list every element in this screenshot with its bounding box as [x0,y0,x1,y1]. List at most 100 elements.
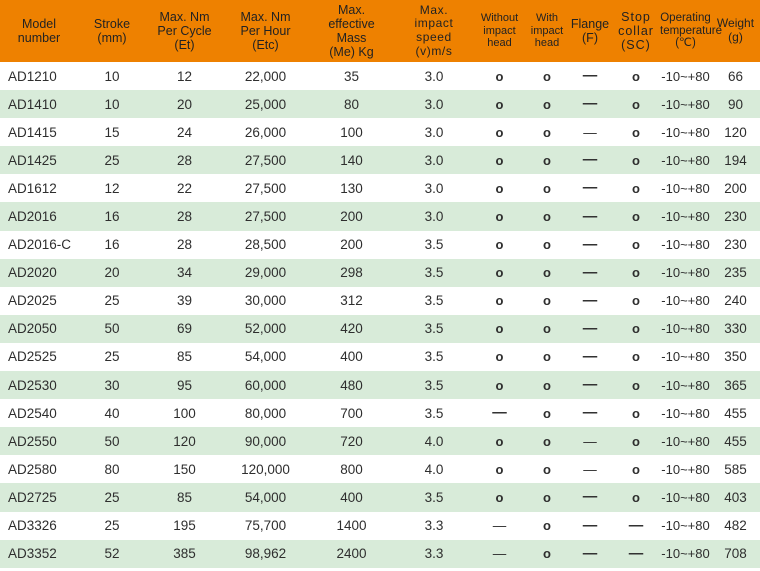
cell-with: o [526,258,568,287]
cell-me: 298 [308,258,395,287]
cell-without: o [473,202,526,231]
column-header-stroke: Stroke (mm) [78,0,146,62]
cell-flange: — [568,118,612,147]
table-row: AD2025 25 39 30,000 312 3.5 o o — o -10~+80 240 [0,286,760,315]
cell-with: o [526,314,568,343]
cell-et: 85 [146,342,223,372]
cell-stroke: 10 [78,62,146,91]
cell-flange: — [568,399,612,428]
cell-etc: 98,962 [223,539,308,568]
cell-me: 720 [308,427,395,456]
cell-v: 3.5 [395,342,473,372]
cell-sc: o [612,399,660,428]
cell-with: o [526,174,568,203]
cell-etc: 29,000 [223,258,308,287]
column-header-v: Max. impact speed (v)m/s [395,0,473,62]
cell-without: o [473,146,526,175]
cell-temp: -10~+80 [660,90,711,119]
cell-temp: -10~+80 [660,483,711,512]
cell-etc: 27,500 [223,146,308,175]
cell-weight: 330 [711,314,760,343]
cell-stroke: 50 [78,314,146,343]
table-row: AD1415 15 24 26,000 100 3.0 o o — o -10~+80 120 [0,118,760,147]
table-row: AD2725 25 85 54,000 400 3.5 o o — o -10~+80 403 [0,483,760,512]
cell-flange: — [568,202,612,231]
cell-weight: 90 [711,90,760,119]
cell-et: 28 [146,202,223,231]
cell-temp: -10~+80 [660,427,711,456]
cell-me: 400 [308,483,395,512]
cell-model: AD2020 [0,258,78,287]
cell-me: 100 [308,118,395,147]
cell-without: o [473,174,526,203]
cell-with: o [526,539,568,568]
cell-v: 3.0 [395,118,473,147]
cell-et: 100 [146,399,223,428]
cell-et: 22 [146,174,223,203]
cell-v: 3.5 [395,286,473,315]
cell-temp: -10~+80 [660,202,711,231]
cell-et: 12 [146,62,223,91]
cell-etc: 25,000 [223,90,308,119]
cell-weight: 194 [711,146,760,175]
cell-stroke: 50 [78,427,146,456]
cell-sc: o [612,146,660,175]
cell-etc: 27,500 [223,174,308,203]
cell-weight: 455 [711,399,760,428]
cell-et: 28 [146,230,223,259]
cell-et: 120 [146,427,223,456]
cell-flange: — [568,146,612,175]
cell-temp: -10~+80 [660,314,711,343]
cell-sc: o [612,483,660,512]
cell-etc: 60,000 [223,371,308,400]
cell-model: AD1425 [0,146,78,175]
cell-model: AD3326 [0,511,78,540]
cell-model: AD1410 [0,90,78,119]
cell-stroke: 15 [78,118,146,147]
table-row: AD2016 16 28 27,500 200 3.0 o o — o -10~+80 230 [0,202,760,231]
cell-flange: — [568,258,612,287]
cell-temp: -10~+80 [660,511,711,540]
cell-stroke: 20 [78,258,146,287]
cell-me: 800 [308,455,395,484]
table-row: AD2540 40 100 80,000 700 3.5— o — o -10~+80 455 [0,399,760,428]
cell-stroke: 10 [78,90,146,119]
cell-stroke: 30 [78,371,146,400]
cell-weight: 455 [711,427,760,456]
cell-etc: 26,000 [223,118,308,147]
cell-temp: -10~+80 [660,286,711,315]
column-header-with: With impact head [526,0,568,62]
cell-without: o [473,371,526,400]
cell-sc: o [612,427,660,456]
cell-et: 150 [146,455,223,484]
cell-v: 3.0 [395,90,473,119]
cell-flange: — [568,483,612,512]
cell-without: — [473,511,526,540]
cell-sc: o [612,174,660,203]
cell-weight: 235 [711,258,760,287]
cell-et: 34 [146,258,223,287]
cell-flange: — [568,314,612,343]
cell-without: o [473,483,526,512]
cell-me: 480 [308,371,395,400]
cell-et: 39 [146,286,223,315]
cell-model: AD2016 [0,202,78,231]
cell-me: 200 [308,230,395,259]
cell-me: 420 [308,314,395,343]
cell-stroke: 25 [78,342,146,372]
cell-v: 3.5 [395,399,473,428]
cell-flange: — [568,62,612,91]
cell-without: o [473,62,526,91]
cell-without: o [473,427,526,456]
cell-flange: — [568,455,612,484]
cell-temp: -10~+80 [660,342,711,372]
cell-sc: o [612,90,660,119]
cell-model: AD1415 [0,118,78,147]
cell-with: o [526,455,568,484]
cell-et: 24 [146,118,223,147]
cell-weight: 708 [711,539,760,568]
cell-v: 3.3 [395,511,473,540]
cell-stroke: 16 [78,230,146,259]
cell-with: o [526,427,568,456]
cell-me: 1400 [308,511,395,540]
